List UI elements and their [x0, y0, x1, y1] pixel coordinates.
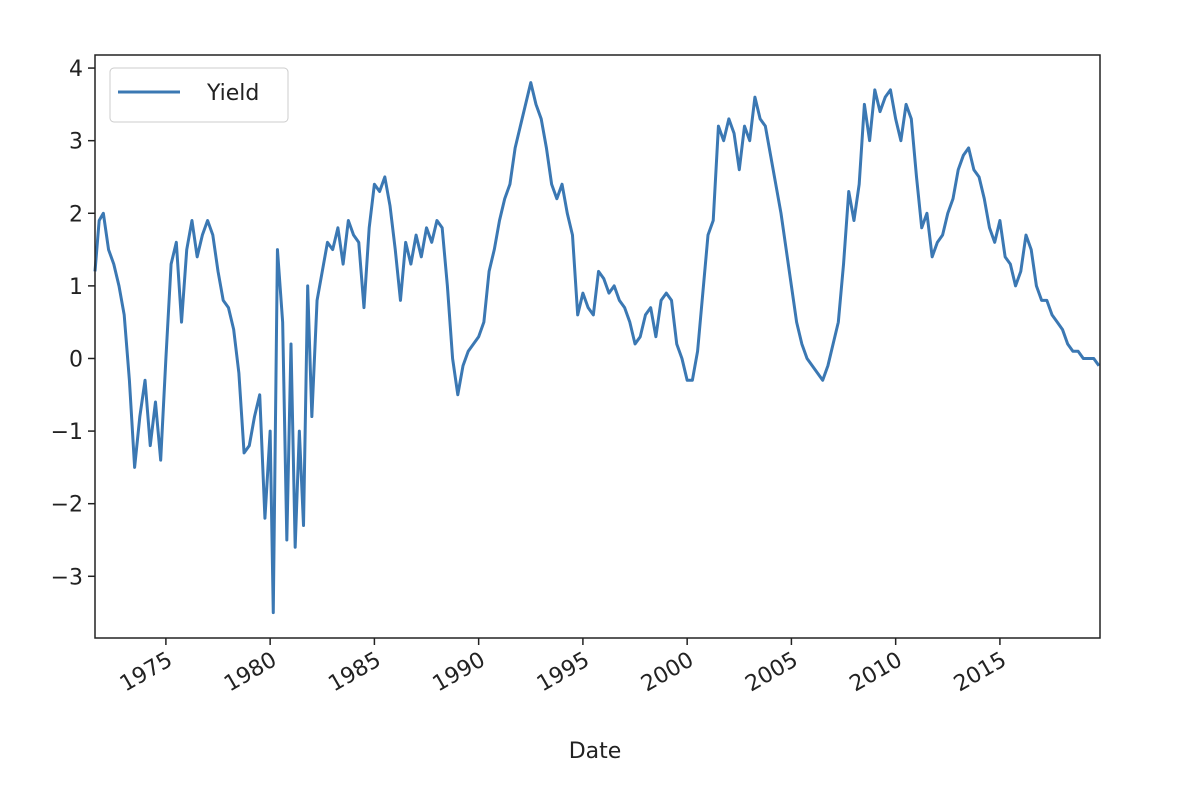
y-tick-label: 3 — [69, 130, 83, 155]
x-axis-label: Date — [569, 739, 622, 764]
x-tick-label: 1990 — [429, 648, 490, 698]
x-tick-label: 2015 — [950, 648, 1011, 698]
y-tick-label: 2 — [69, 202, 83, 227]
x-tick-label: 1975 — [116, 648, 177, 698]
plot-frame — [94, 54, 1101, 639]
y-tick-label: −2 — [51, 493, 83, 518]
y-tick-label: −1 — [51, 420, 83, 445]
y-tick-label: 0 — [69, 347, 83, 372]
x-tick-label: 1980 — [220, 648, 281, 698]
x-tick-label: 2005 — [741, 648, 802, 698]
legend-box — [109, 67, 289, 123]
y-tick-label: 4 — [69, 57, 83, 82]
legend-label: Yield — [206, 81, 259, 106]
x-tick-label: 2010 — [846, 648, 907, 698]
legend: Yield — [109, 67, 289, 123]
x-tick-label: 2000 — [637, 648, 698, 698]
line-series — [93, 81, 1101, 615]
x-tick-label: 1995 — [533, 648, 594, 698]
y-tick-label: −3 — [51, 565, 83, 590]
x-tick-label: 1985 — [324, 648, 385, 698]
y-tick-label: 1 — [69, 275, 83, 300]
